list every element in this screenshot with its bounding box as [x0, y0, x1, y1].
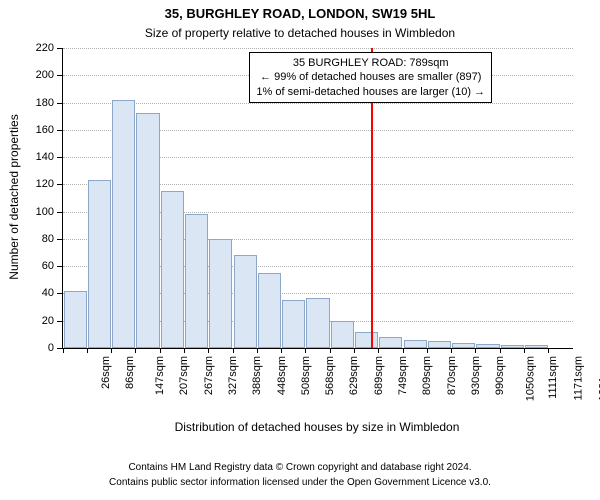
histogram-bar — [112, 100, 135, 348]
y-tick — [57, 157, 62, 158]
x-tick — [500, 348, 501, 353]
y-axis-label: Number of detached properties — [7, 47, 21, 347]
histogram-bar — [306, 298, 329, 348]
histogram-bar — [476, 344, 499, 348]
y-tick-label: 180 — [27, 97, 54, 109]
y-tick-label: 220 — [27, 42, 54, 54]
y-tick-label: 200 — [27, 69, 54, 81]
y-tick-label: 0 — [27, 342, 54, 354]
histogram-bar — [525, 345, 548, 348]
chart-title-line2: Size of property relative to detached ho… — [0, 26, 600, 40]
x-tick — [63, 348, 64, 353]
footer-copyright: Contains HM Land Registry data © Crown c… — [0, 462, 600, 473]
x-tick-label: 629sqm — [349, 356, 361, 395]
y-tick — [57, 239, 62, 240]
x-tick — [378, 348, 379, 353]
x-tick-label: 207sqm — [179, 356, 191, 395]
chart-title-line1: 35, BURGHLEY ROAD, LONDON, SW19 5HL — [0, 6, 600, 21]
histogram-bar — [161, 191, 184, 348]
y-tick-label: 60 — [27, 260, 54, 272]
x-tick-label: 1050sqm — [525, 356, 537, 401]
x-tick-label: 26sqm — [100, 356, 112, 389]
x-tick-label: 327sqm — [227, 356, 239, 395]
y-tick — [57, 48, 62, 49]
y-tick — [57, 103, 62, 104]
x-tick — [427, 348, 428, 353]
annotation-line2: ← 99% of detached houses are smaller (89… — [256, 70, 485, 84]
y-tick — [57, 212, 62, 213]
y-tick-label: 20 — [27, 315, 54, 327]
x-tick-label: 86sqm — [124, 356, 136, 389]
y-tick-label: 120 — [27, 178, 54, 190]
histogram-bar — [136, 113, 159, 348]
histogram-bar — [404, 340, 427, 348]
x-tick — [87, 348, 88, 353]
histogram-bar — [452, 343, 475, 348]
histogram-bar — [258, 273, 281, 348]
x-tick — [111, 348, 112, 353]
x-tick-label: 568sqm — [324, 356, 336, 395]
gridline — [63, 48, 573, 49]
histogram-bar — [282, 300, 305, 348]
y-tick-label: 40 — [27, 287, 54, 299]
y-tick-label: 140 — [27, 151, 54, 163]
histogram-bar — [355, 332, 378, 348]
histogram-bar — [209, 239, 232, 348]
x-tick-label: 930sqm — [470, 356, 482, 395]
x-tick-label: 147sqm — [154, 356, 166, 395]
footer-licence: Contains public sector information licen… — [0, 477, 600, 488]
y-tick — [57, 75, 62, 76]
y-tick-label: 80 — [27, 233, 54, 245]
x-tick — [451, 348, 452, 353]
x-tick — [184, 348, 185, 353]
x-tick-label: 1111sqm — [547, 356, 559, 399]
y-tick — [57, 130, 62, 131]
x-tick — [281, 348, 282, 353]
x-tick — [330, 348, 331, 353]
x-tick — [257, 348, 258, 353]
x-tick — [305, 348, 306, 353]
histogram-bar — [501, 345, 524, 348]
property-size-histogram: 35, BURGHLEY ROAD, LONDON, SW19 5HL Size… — [0, 0, 600, 500]
annotation-line1: 35 BURGHLEY ROAD: 789sqm — [256, 56, 485, 70]
x-tick-label: 267sqm — [203, 356, 215, 395]
x-tick-label: 1171sqm — [572, 356, 584, 400]
histogram-bar — [379, 337, 402, 348]
y-tick — [57, 184, 62, 185]
y-tick — [57, 293, 62, 294]
histogram-bar — [331, 321, 354, 348]
x-tick-label: 870sqm — [446, 356, 458, 395]
x-tick — [354, 348, 355, 353]
x-tick — [403, 348, 404, 353]
x-tick-label: 749sqm — [397, 356, 409, 395]
x-tick — [208, 348, 209, 353]
histogram-bar — [88, 180, 111, 348]
histogram-bar — [185, 214, 208, 348]
annotation-callout: 35 BURGHLEY ROAD: 789sqm← 99% of detache… — [249, 52, 492, 103]
x-tick — [524, 348, 525, 353]
histogram-bar — [428, 341, 451, 348]
x-tick — [160, 348, 161, 353]
x-tick — [548, 348, 549, 353]
x-tick — [475, 348, 476, 353]
x-tick-label: 448sqm — [276, 356, 288, 395]
x-tick-label: 809sqm — [421, 356, 433, 395]
y-tick-label: 100 — [27, 206, 54, 218]
x-tick-label: 388sqm — [251, 356, 263, 395]
x-tick-label: 508sqm — [300, 356, 312, 395]
x-tick — [135, 348, 136, 353]
y-tick — [57, 266, 62, 267]
annotation-line3: 1% of semi-detached houses are larger (1… — [256, 85, 485, 99]
plot-area: 35 BURGHLEY ROAD: 789sqm← 99% of detache… — [62, 48, 573, 349]
y-tick-label: 160 — [27, 124, 54, 136]
histogram-bar — [64, 291, 87, 348]
y-tick — [57, 348, 62, 349]
x-axis-label: Distribution of detached houses by size … — [62, 420, 572, 434]
x-tick — [233, 348, 234, 353]
y-tick — [57, 321, 62, 322]
x-tick-label: 990sqm — [494, 356, 506, 395]
histogram-bar — [234, 255, 257, 348]
x-tick-label: 689sqm — [373, 356, 385, 395]
